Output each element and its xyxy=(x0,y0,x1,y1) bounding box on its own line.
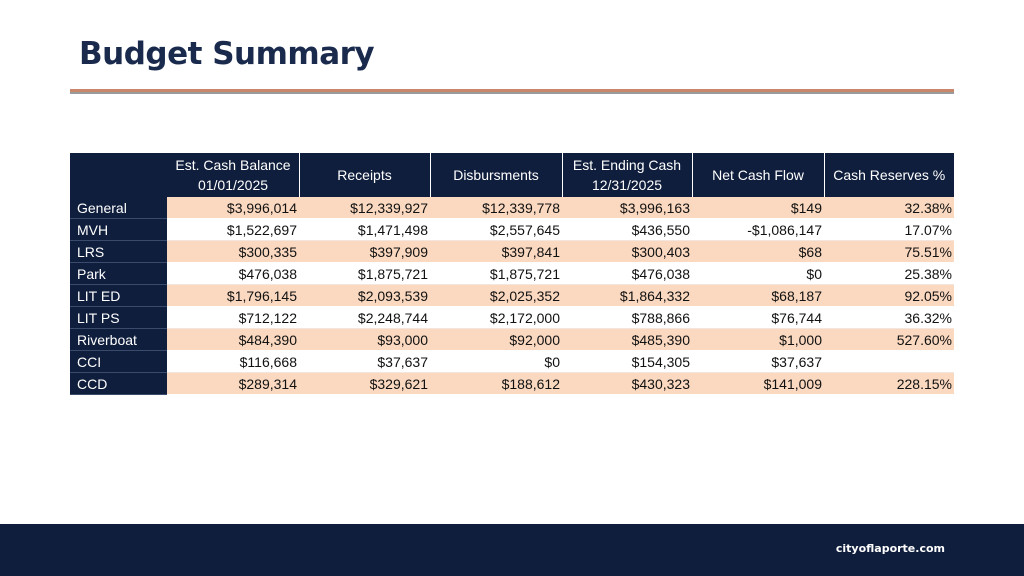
disbursments-cell: $1,875,721 xyxy=(430,262,562,285)
est-ending-cash-cell: $154,305 xyxy=(562,350,692,373)
table-body: General $3,996,014 $12,339,927 $12,339,7… xyxy=(70,197,954,395)
cash-reserves-cell: 17.07% xyxy=(824,218,954,241)
fund-name: LIT PS xyxy=(70,306,167,329)
cash-reserves-cell: 36.32% xyxy=(824,306,954,329)
header-est-ending-cash: Est. Ending Cash 12/31/2025 xyxy=(562,153,693,197)
est-ending-cash-cell: $436,550 xyxy=(562,218,692,241)
table-row: LIT PS $712,122 $2,248,744 $2,172,000 $7… xyxy=(70,306,954,329)
cash-reserves-cell: 25.38% xyxy=(824,262,954,285)
est-ending-cash-cell: $788,866 xyxy=(562,306,692,329)
table-row: Riverboat $484,390 $93,000 $92,000 $485,… xyxy=(70,328,954,351)
est-ending-cash-cell: $430,323 xyxy=(562,372,692,395)
receipts-cell: $1,875,721 xyxy=(299,262,430,285)
est-cash-balance-cell: $3,996,014 xyxy=(167,197,299,219)
net-cash-flow-cell: $68,187 xyxy=(692,284,824,307)
fund-name: LRS xyxy=(70,240,167,263)
table-row: LIT ED $1,796,145 $2,093,539 $2,025,352 … xyxy=(70,284,954,307)
est-cash-balance-cell: $484,390 xyxy=(167,328,299,351)
cash-reserves-cell: 527.60% xyxy=(824,328,954,351)
net-cash-flow-cell: $1,000 xyxy=(692,328,824,351)
receipts-cell: $2,248,744 xyxy=(299,306,430,329)
header-net-cash-flow: Net Cash Flow xyxy=(692,153,825,197)
cash-reserves-cell: 228.15% xyxy=(824,372,954,395)
disbursments-cell: $2,025,352 xyxy=(430,284,562,307)
est-ending-cash-cell: $3,996,163 xyxy=(562,197,692,219)
table-header-row: Est. Cash Balance 01/01/2025 Receipts Di… xyxy=(70,153,954,197)
disbursments-cell: $188,612 xyxy=(430,372,562,395)
table-row: CCD $289,314 $329,621 $188,612 $430,323 … xyxy=(70,372,954,395)
footer-bar: cityoflaporte.com xyxy=(0,524,1024,576)
table-row: MVH $1,522,697 $1,471,498 $2,557,645 $43… xyxy=(70,218,954,241)
fund-name: LIT ED xyxy=(70,284,167,307)
header-disbursments: Disbursments xyxy=(430,153,563,197)
fund-name: CCD xyxy=(70,372,167,395)
fund-name: MVH xyxy=(70,218,167,241)
title-divider-gray xyxy=(70,92,954,94)
disbursments-cell: $0 xyxy=(430,350,562,373)
est-cash-balance-cell: $712,122 xyxy=(167,306,299,329)
cash-reserves-cell xyxy=(824,350,954,373)
est-cash-balance-cell: $116,668 xyxy=(167,350,299,373)
disbursments-cell: $2,557,645 xyxy=(430,218,562,241)
table-row: LRS $300,335 $397,909 $397,841 $300,403 … xyxy=(70,240,954,263)
est-ending-cash-cell: $476,038 xyxy=(562,262,692,285)
footer-website: cityoflaporte.com xyxy=(835,542,945,555)
fund-name: CCI xyxy=(70,350,167,373)
disbursments-cell: $397,841 xyxy=(430,240,562,263)
est-ending-cash-cell: $1,864,332 xyxy=(562,284,692,307)
receipts-cell: $93,000 xyxy=(299,328,430,351)
net-cash-flow-cell: $76,744 xyxy=(692,306,824,329)
receipts-cell: $397,909 xyxy=(299,240,430,263)
net-cash-flow-cell: $141,009 xyxy=(692,372,824,395)
header-est-cash-balance: Est. Cash Balance 01/01/2025 xyxy=(167,153,300,197)
header-receipts: Receipts xyxy=(299,153,431,197)
net-cash-flow-cell: $37,637 xyxy=(692,350,824,373)
est-ending-cash-cell: $300,403 xyxy=(562,240,692,263)
fund-name: General xyxy=(70,197,167,219)
est-cash-balance-cell: $1,796,145 xyxy=(167,284,299,307)
receipts-cell: $2,093,539 xyxy=(299,284,430,307)
budget-summary-table: Est. Cash Balance 01/01/2025 Receipts Di… xyxy=(70,153,954,395)
disbursments-cell: $12,339,778 xyxy=(430,197,562,219)
fund-name: Riverboat xyxy=(70,328,167,351)
table-row: General $3,996,014 $12,339,927 $12,339,7… xyxy=(70,197,954,219)
title-divider-accent xyxy=(70,89,954,92)
header-cash-reserves: Cash Reserves % xyxy=(824,153,954,197)
receipts-cell: $1,471,498 xyxy=(299,218,430,241)
est-cash-balance-cell: $300,335 xyxy=(167,240,299,263)
est-ending-cash-cell: $485,390 xyxy=(562,328,692,351)
table-row: Park $476,038 $1,875,721 $1,875,721 $476… xyxy=(70,262,954,285)
est-cash-balance-cell: $476,038 xyxy=(167,262,299,285)
net-cash-flow-cell: $68 xyxy=(692,240,824,263)
cash-reserves-cell: 92.05% xyxy=(824,284,954,307)
receipts-cell: $37,637 xyxy=(299,350,430,373)
receipts-cell: $12,339,927 xyxy=(299,197,430,219)
est-cash-balance-cell: $289,314 xyxy=(167,372,299,395)
cash-reserves-cell: 75.51% xyxy=(824,240,954,263)
receipts-cell: $329,621 xyxy=(299,372,430,395)
disbursments-cell: $92,000 xyxy=(430,328,562,351)
page-title: Budget Summary xyxy=(79,36,375,72)
net-cash-flow-cell: $149 xyxy=(692,197,824,219)
fund-name: Park xyxy=(70,262,167,285)
cash-reserves-cell: 32.38% xyxy=(824,197,954,219)
net-cash-flow-cell: -$1,086,147 xyxy=(692,218,824,241)
net-cash-flow-cell: $0 xyxy=(692,262,824,285)
est-cash-balance-cell: $1,522,697 xyxy=(167,218,299,241)
disbursments-cell: $2,172,000 xyxy=(430,306,562,329)
header-fund xyxy=(70,153,168,197)
table-row: CCI $116,668 $37,637 $0 $154,305 $37,637 xyxy=(70,350,954,373)
